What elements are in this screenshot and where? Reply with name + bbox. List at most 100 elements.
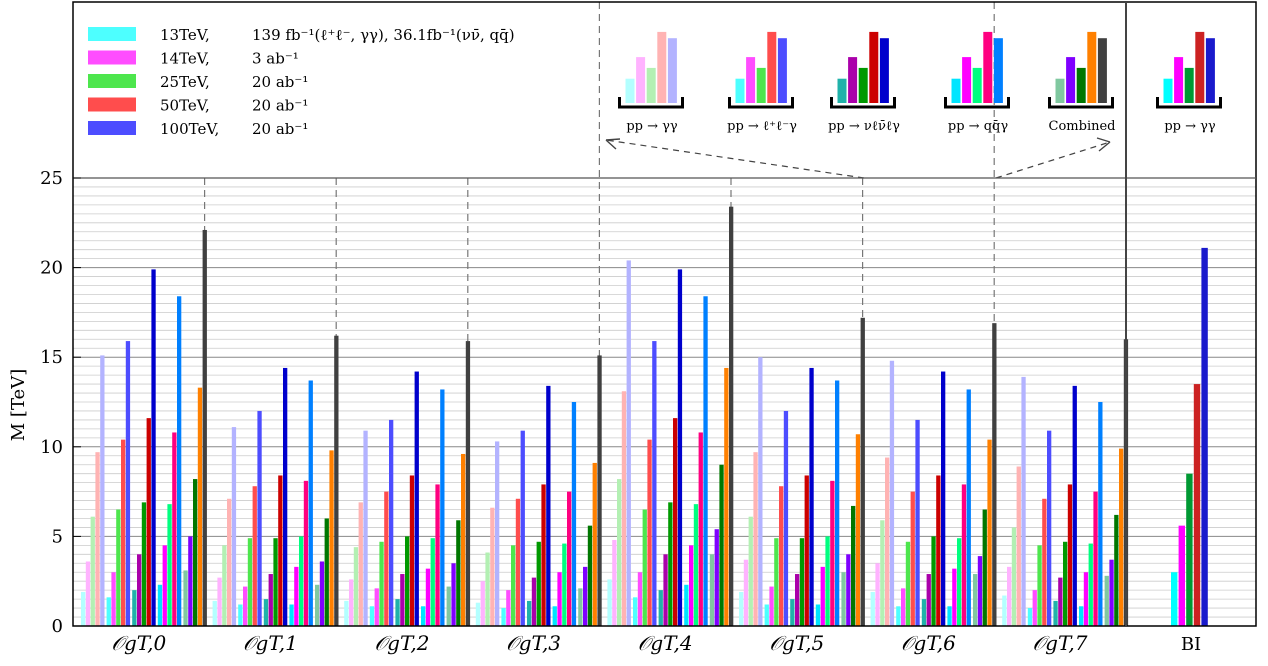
inset-bar	[879, 38, 889, 104]
bar	[790, 599, 795, 626]
inset-bar	[735, 78, 745, 103]
bar	[804, 475, 809, 626]
bar	[430, 538, 435, 626]
bar	[395, 599, 400, 626]
bar	[527, 600, 532, 626]
arrow-head	[1096, 137, 1111, 152]
bar	[116, 509, 121, 626]
bar	[329, 450, 334, 626]
inset-bar	[1087, 31, 1097, 103]
bar	[1063, 541, 1068, 626]
x-axis-labels: 𝒪gT,0 𝒪gT,1 𝒪gT,2 𝒪gT,3 𝒪gT,4 𝒪gT,5 𝒪gT,6 𝒪gT,7…	[111, 631, 1201, 655]
bar	[294, 566, 299, 626]
bar	[1093, 491, 1098, 626]
bar	[456, 520, 461, 626]
inset-bracket	[618, 97, 684, 109]
bar	[851, 505, 856, 626]
bar	[724, 367, 729, 626]
inset-bar	[869, 31, 879, 103]
bi-bar	[1193, 384, 1201, 626]
y-axis-label: M [TeV]	[8, 369, 29, 441]
inset-bar	[837, 78, 847, 103]
bar	[815, 604, 821, 626]
arrow-head	[605, 138, 621, 150]
bar	[121, 439, 126, 626]
bar	[966, 389, 971, 626]
y-tick-label: 0	[52, 616, 63, 637]
bar	[1047, 430, 1052, 626]
x-category-label: 𝒪gT,5	[769, 631, 824, 655]
inset-process-label: pp → νℓν̄ℓγ	[828, 119, 900, 134]
bar	[475, 602, 481, 626]
bar	[369, 606, 375, 626]
bar	[905, 541, 911, 626]
bar	[663, 554, 668, 626]
bar	[597, 355, 602, 626]
bar	[231, 427, 237, 626]
bar	[95, 452, 100, 626]
bi-bar	[1178, 525, 1185, 626]
legend-swatch	[88, 121, 136, 135]
bar	[870, 591, 875, 626]
bar	[421, 606, 426, 626]
bar	[1079, 606, 1084, 626]
bar	[461, 453, 466, 626]
bar	[1083, 572, 1089, 626]
bar	[860, 317, 865, 626]
legend-energy: 100TeV,	[160, 120, 219, 138]
inset-bar	[848, 57, 858, 103]
bar	[212, 600, 217, 626]
bar	[830, 480, 835, 626]
bar	[835, 380, 840, 626]
x-category-label: 𝒪gT,0	[111, 631, 166, 655]
bar	[506, 590, 511, 626]
bar	[633, 597, 638, 626]
bar	[243, 586, 248, 626]
bar	[739, 591, 744, 626]
inset-bar	[756, 67, 766, 103]
bar	[557, 572, 562, 626]
bar	[374, 588, 379, 626]
bar	[875, 563, 880, 626]
bar	[273, 538, 278, 626]
bar	[400, 574, 405, 626]
bar	[1032, 590, 1037, 626]
legend-energy: 50TeV,	[160, 97, 210, 115]
bar	[501, 608, 506, 626]
bar	[363, 430, 368, 626]
bar	[658, 590, 663, 626]
inset-bar	[962, 57, 972, 103]
bars	[81, 206, 1208, 626]
process-inset: pp → γγ pp → ℓ⁺ℓ⁻γ pp → νℓν̄ℓγ pp → qq̄γ Com…	[605, 31, 1222, 179]
bar	[132, 590, 137, 626]
bar	[334, 335, 339, 626]
bar	[947, 606, 952, 626]
bar	[90, 516, 95, 626]
bar	[562, 543, 567, 626]
bar	[100, 355, 105, 626]
bar	[1072, 385, 1077, 626]
bar	[748, 516, 753, 626]
bar	[587, 525, 593, 626]
legend-energy: 14TeV,	[160, 50, 210, 68]
bar	[952, 568, 957, 626]
bar	[389, 419, 394, 626]
x-category-label: 𝒪gT,2	[375, 631, 430, 655]
legend-swatch	[88, 50, 136, 65]
inset-bar	[1205, 38, 1215, 104]
bar	[217, 577, 222, 626]
bar	[846, 554, 851, 626]
bar	[961, 484, 967, 626]
legend-luminosity: 20 ab⁻¹	[252, 97, 308, 115]
bi-bar	[1171, 572, 1178, 626]
x-category-label: 𝒪gT,1	[243, 631, 298, 655]
bar	[709, 554, 715, 626]
bar	[552, 606, 557, 626]
inset-bar	[1195, 31, 1205, 103]
inset-bar	[746, 57, 756, 103]
y-tick-label: 20	[40, 258, 63, 279]
legend: 13TeV, 139 fb⁻¹(ℓ⁺ℓ⁻, γγ), 36.1fb⁻¹(νν̄, …	[88, 26, 515, 138]
bar	[252, 486, 257, 626]
bar	[825, 536, 830, 626]
inset-pointer-line	[995, 141, 1111, 179]
